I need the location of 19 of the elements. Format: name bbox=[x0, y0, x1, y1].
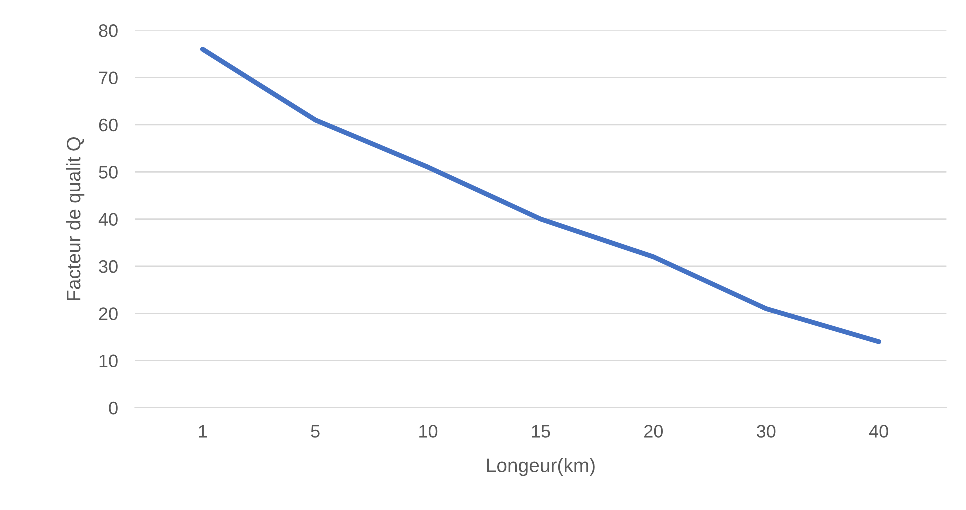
y-tick-label: 60 bbox=[99, 118, 118, 132]
y-tick-label: 30 bbox=[99, 260, 118, 274]
x-tick-label: 40 bbox=[869, 425, 888, 438]
x-axis-title: Longeur(km) bbox=[487, 458, 595, 476]
y-tick-label: 20 bbox=[99, 308, 118, 320]
x-tick-label: 5 bbox=[311, 425, 320, 438]
y-tick-label: 50 bbox=[99, 166, 118, 179]
y-axis-title: Facteur de qualit Q bbox=[66, 138, 85, 300]
x-tick-label: 20 bbox=[644, 425, 663, 438]
y-tick-label: 10 bbox=[100, 354, 118, 368]
x-tick-label: 1 bbox=[199, 425, 207, 438]
y-tick-label: 40 bbox=[98, 213, 118, 226]
x-tick-label: 30 bbox=[757, 425, 776, 438]
y-tick-label: 0 bbox=[109, 402, 118, 415]
y-tick-label: 70 bbox=[99, 72, 118, 84]
y-tick-label: 80 bbox=[99, 24, 118, 38]
line-series bbox=[200, 47, 882, 344]
x-tick-label: 10 bbox=[420, 425, 438, 438]
x-tick-label: 15 bbox=[532, 425, 550, 438]
